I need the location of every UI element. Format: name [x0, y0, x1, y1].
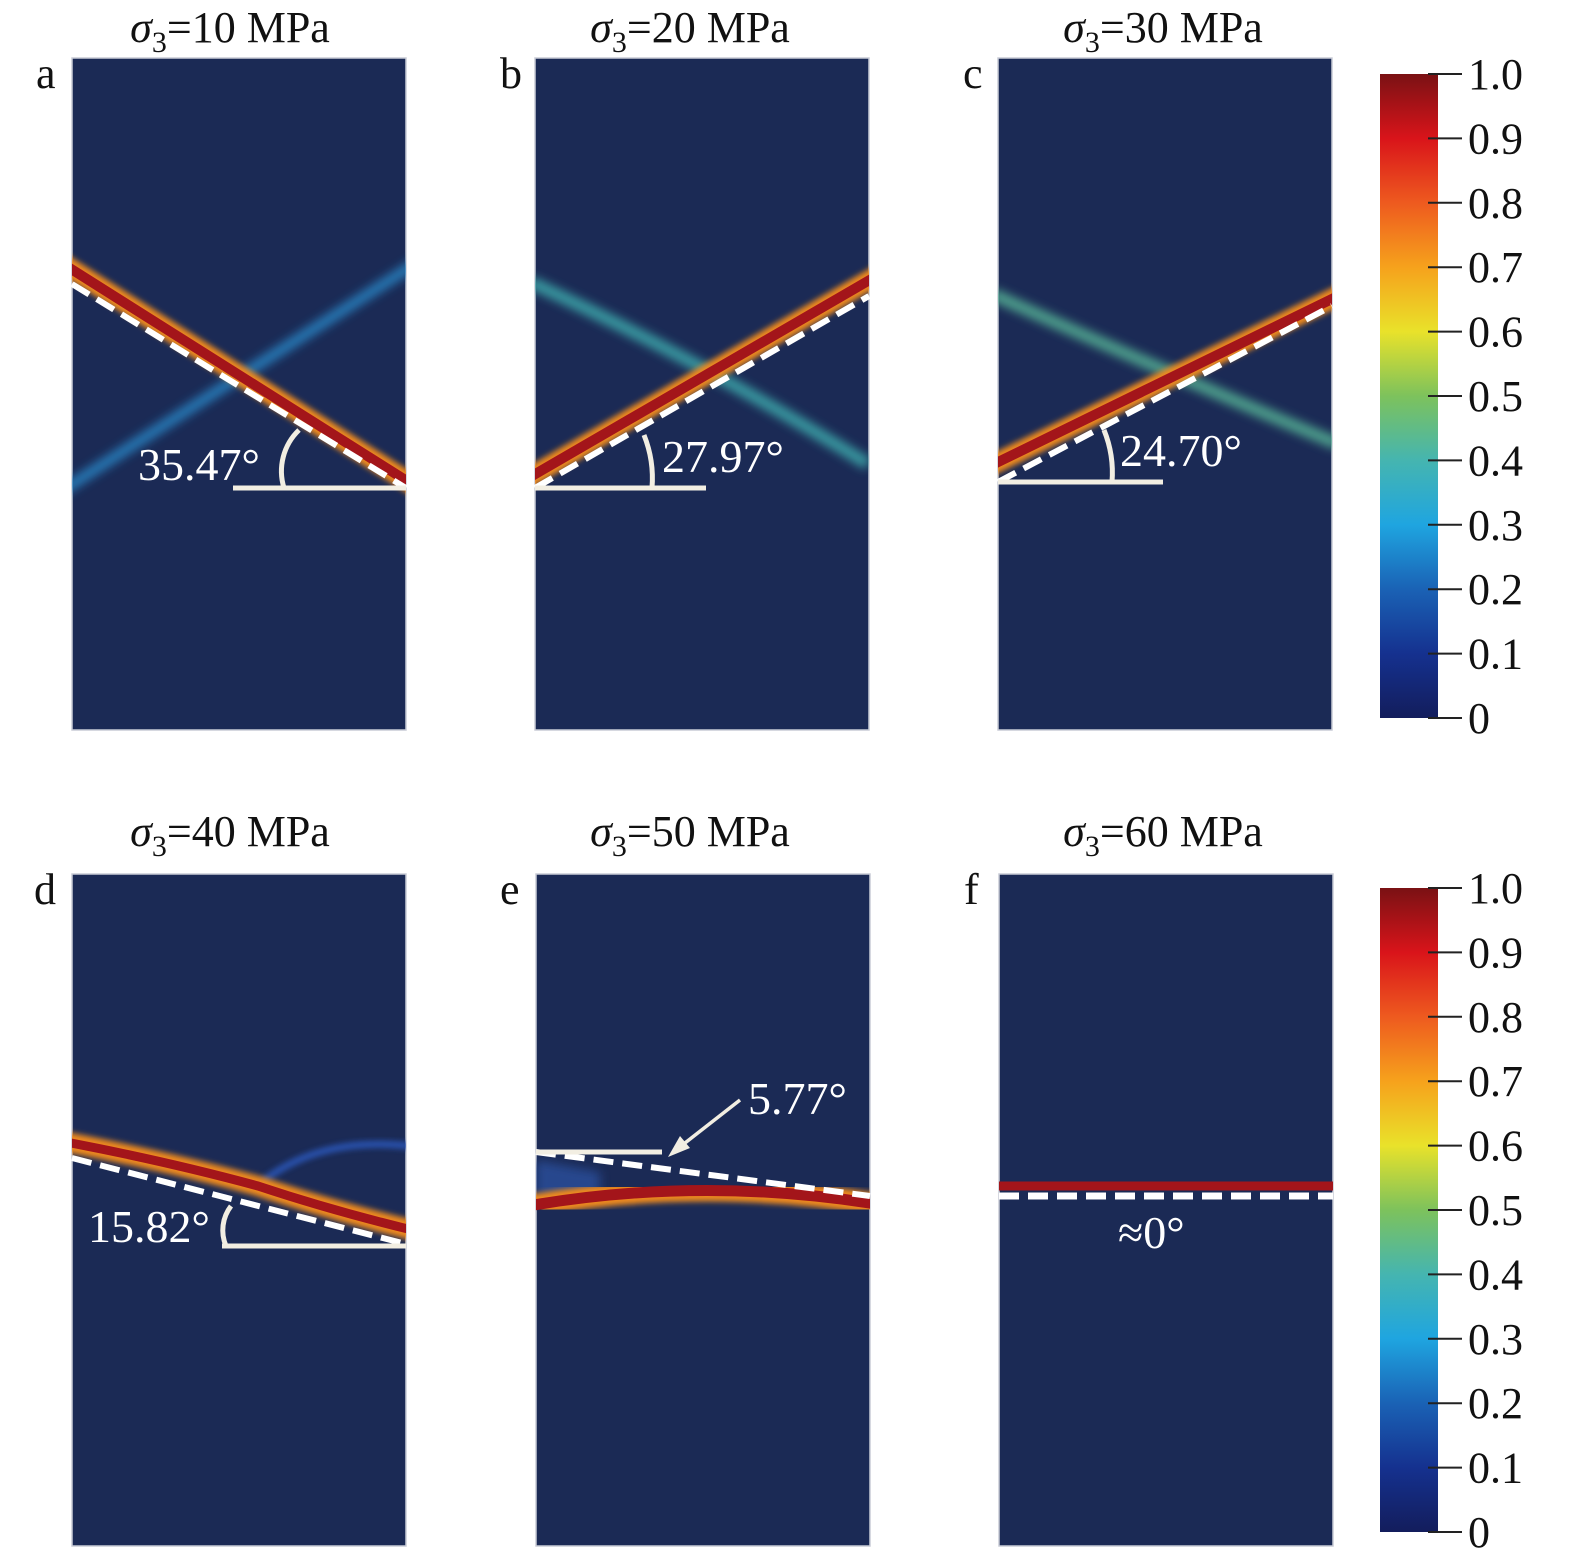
colorbar-top-ticks: 1.0 0.9 0.8 0.7 0.6 0.5 0.4 0.3 0.2 0.1 0 — [1428, 50, 1523, 743]
panel-c-title: σ3=30 MPa — [1063, 3, 1263, 59]
colorbar-bottom-tick-label: 0 — [1468, 1508, 1490, 1557]
colorbar-bottom-tick-label: 0.1 — [1468, 1444, 1523, 1493]
colorbar-top-tick-label: 0.9 — [1468, 114, 1523, 163]
panel-d-secondary-band — [259, 1140, 406, 1185]
colorbar-top-tick-label: 0.8 — [1468, 179, 1523, 228]
colorbar-bottom-tick-label: 0.5 — [1468, 1186, 1523, 1235]
colorbar-bottom-tick-label: 1.0 — [1468, 864, 1523, 913]
panel-a-angle-arc — [278, 428, 301, 489]
colorbar-bottom-tick-label: 0.3 — [1468, 1315, 1523, 1364]
panel-d-angle-label: 15.82° — [88, 1201, 210, 1252]
panel-c-letter: c — [963, 49, 983, 98]
panel-c-angle-arc — [1101, 429, 1115, 483]
panel-a-fit-dashed-line — [70, 281, 408, 491]
panel-c-secondary-band — [998, 290, 1332, 449]
panel-f: σ3=60 MPa f ≈0° — [964, 807, 1334, 1547]
panel-e-letter: e — [500, 865, 520, 914]
panel-d-angle-arc — [220, 1204, 234, 1247]
colorbar-top-tick-label: 0.5 — [1468, 372, 1523, 421]
colorbar-top: 1.0 0.9 0.8 0.7 0.6 0.5 0.4 0.3 0.2 0.1 0 — [1380, 50, 1523, 743]
panel-b-title: σ3=20 MPa — [590, 3, 790, 59]
panel-c-main-band — [998, 293, 1332, 468]
panel-a-angle-label: 35.47° — [138, 439, 260, 490]
panel-b-angle-arc — [641, 434, 655, 489]
panel-c-angle-label: 24.70° — [1120, 425, 1242, 476]
colorbar-bottom-tick-label: 0.4 — [1468, 1250, 1523, 1299]
colorbar-bottom-tick-label: 0.9 — [1468, 928, 1523, 977]
panel-d-main-band — [72, 1138, 406, 1234]
colorbar-bottom: 1.0 0.9 0.8 0.7 0.6 0.5 0.4 0.3 0.2 0.1 0 — [1380, 864, 1523, 1557]
colorbar-top-tick-label: 0.7 — [1468, 243, 1523, 292]
colorbar-top-tick-label: 0.2 — [1468, 565, 1523, 614]
colorbar-top-tick-label: 0.6 — [1468, 308, 1523, 357]
panel-e-angle-label: 5.77° — [748, 1073, 847, 1124]
panel-a: σ3=10 MPa a 35.47° — [36, 3, 408, 731]
panel-c: σ3=30 MPa c 24.70° — [963, 3, 1334, 731]
colorbar-top-tick-label: 1.0 — [1468, 50, 1523, 99]
colorbar-bottom-tick-label: 0.6 — [1468, 1122, 1523, 1171]
panel-b-secondary-band — [535, 277, 869, 470]
panel-a-main-band — [72, 263, 406, 487]
colorbar-bottom-tick-label: 0.2 — [1468, 1379, 1523, 1428]
colorbar-bottom-tick-label: 0.8 — [1468, 993, 1523, 1042]
colorbar-top-tick-label: 0 — [1468, 694, 1490, 743]
panel-f-angle-label: ≈0° — [1118, 1207, 1185, 1258]
panel-e-arrow-shaft — [674, 1098, 742, 1152]
panel-e: σ3=50 MPa e 5.77° — [500, 807, 871, 1547]
panel-b-fit-dashed-line — [533, 293, 871, 491]
panel-b: σ3=20 MPa b 27.97° — [500, 3, 871, 731]
panel-c-fit-dashed-line — [996, 303, 1334, 485]
colorbar-top-tick-label: 0.1 — [1468, 630, 1523, 679]
panel-a-letter: a — [36, 49, 56, 98]
panel-a-title: σ3=10 MPa — [130, 3, 330, 59]
panel-f-title: σ3=60 MPa — [1063, 807, 1263, 863]
panel-e-arrow-head — [668, 1136, 690, 1157]
panel-b-letter: b — [500, 49, 522, 98]
panel-e-title: σ3=50 MPa — [590, 807, 790, 863]
colorbar-bottom-ticks: 1.0 0.9 0.8 0.7 0.6 0.5 0.4 0.3 0.2 0.1 0 — [1428, 864, 1523, 1557]
panel-f-letter: f — [964, 865, 979, 914]
colorbar-top-tick-label: 0.3 — [1468, 501, 1523, 550]
colorbar-top-tick-label: 0.4 — [1468, 436, 1523, 485]
panel-d-letter: d — [34, 865, 56, 914]
panel-e-fit-dashed-line — [535, 1149, 871, 1199]
panel-d-title: σ3=40 MPa — [130, 807, 330, 863]
panel-f-field — [998, 873, 1334, 1547]
panel-e-field — [535, 873, 871, 1547]
panel-b-angle-label: 27.97° — [662, 431, 784, 482]
panel-a-field — [71, 57, 407, 731]
panel-b-main-band — [535, 274, 869, 480]
colorbar-bottom-tick-label: 0.7 — [1468, 1057, 1523, 1106]
panel-e-main-band — [536, 1184, 870, 1211]
panel-d: σ3=40 MPa d 15.82° — [34, 807, 407, 1547]
